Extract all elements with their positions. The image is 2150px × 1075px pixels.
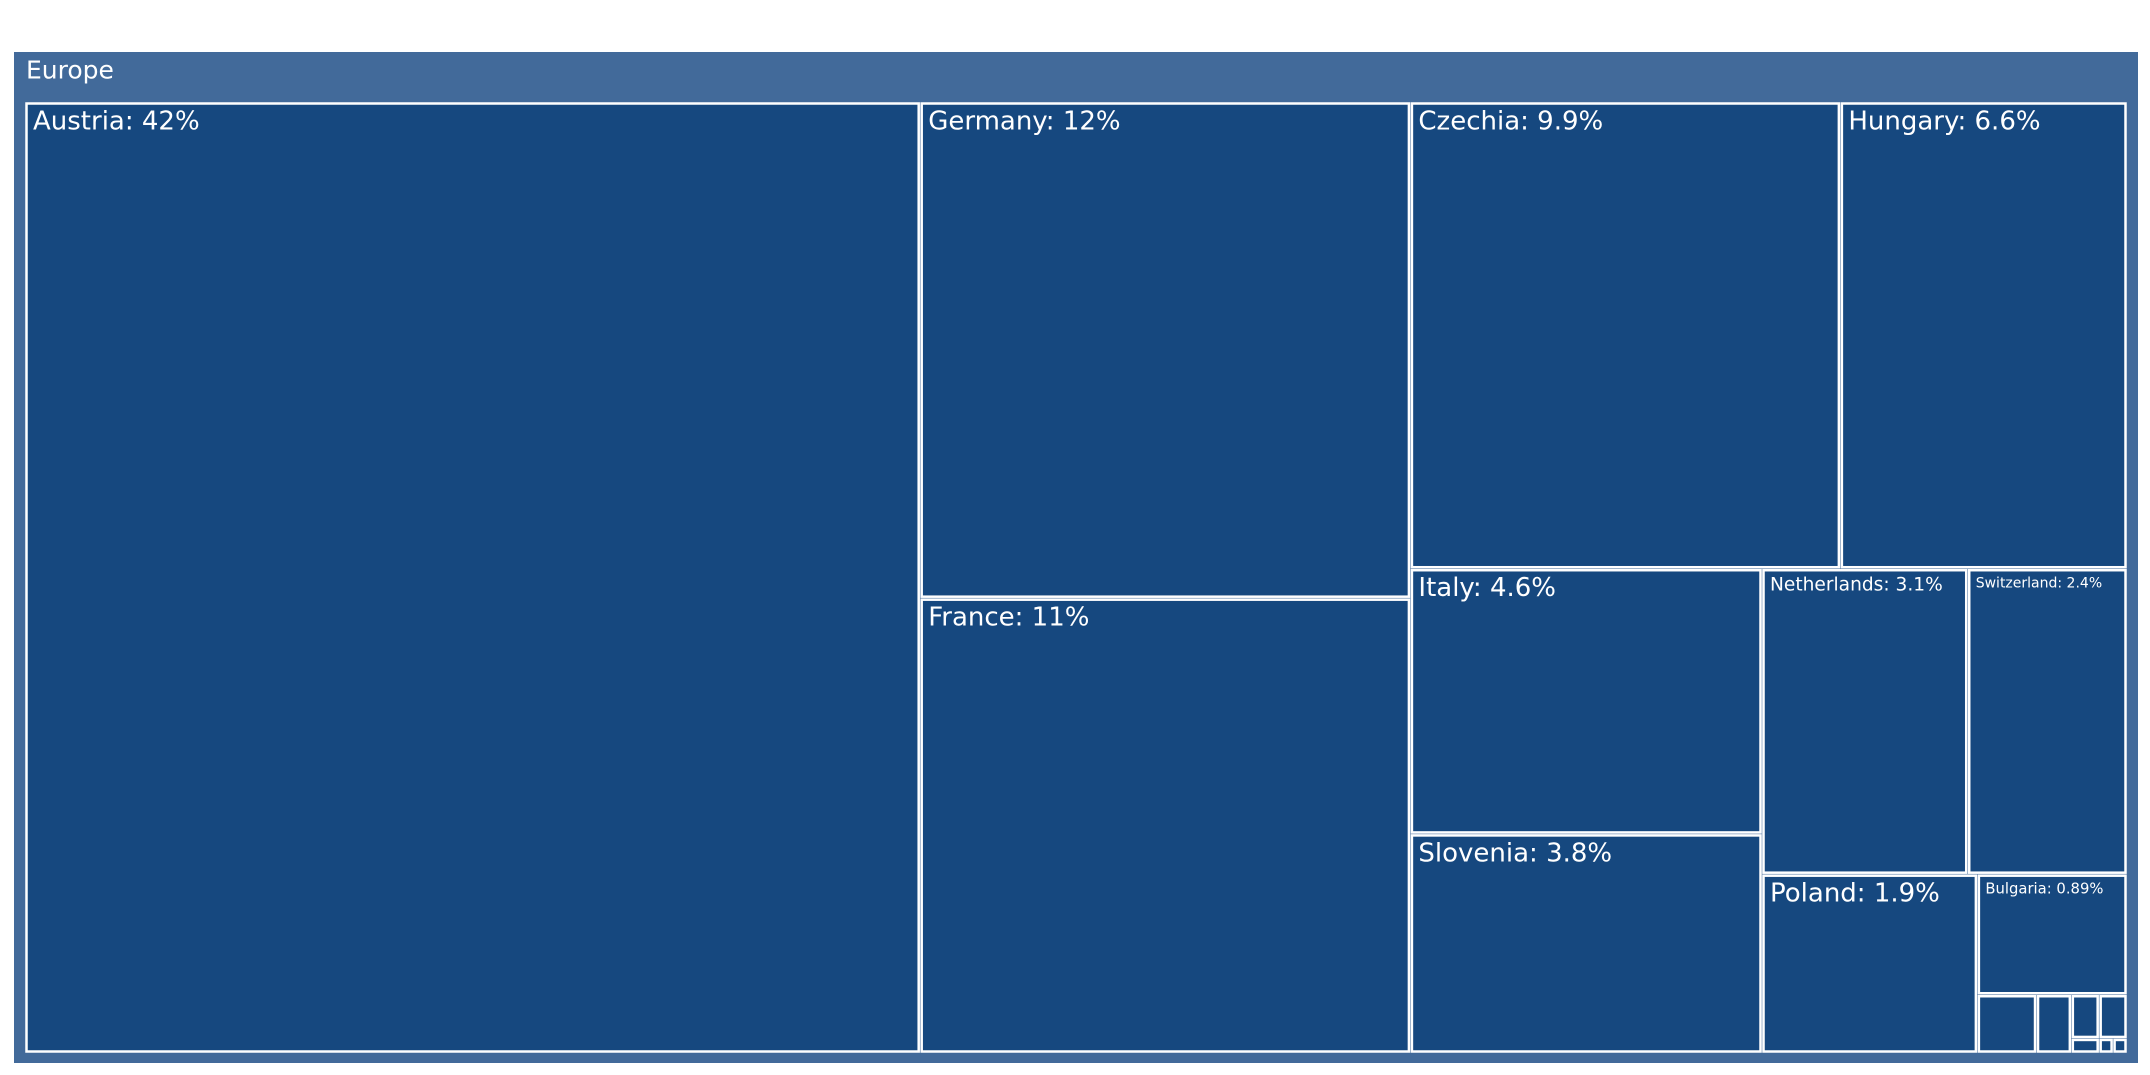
tile: [1977, 874, 2127, 995]
tile: [1762, 568, 1968, 874]
tile: [2099, 994, 2127, 1039]
tile-label: Netherlands: 3.1%: [1770, 575, 1943, 596]
tile-label: Slovenia: 3.8%: [1418, 838, 1612, 868]
tile-label: Bulgaria: 0.89%: [1985, 881, 2103, 898]
tile: [1762, 874, 1978, 1053]
tile: [1967, 568, 2127, 874]
tile: [2113, 1038, 2127, 1053]
tile-label: Germany: 12%: [928, 106, 1120, 136]
tile: [1410, 102, 1841, 569]
tile: [920, 102, 1411, 598]
tile: [920, 598, 1411, 1053]
tile-label: Austria: 42%: [33, 106, 200, 136]
tile: [25, 102, 920, 1053]
tile: [2099, 1038, 2113, 1053]
tile-label: Italy: 4.6%: [1418, 573, 1556, 603]
tile: [1840, 102, 2127, 569]
tile-label: Switzerland: 2.4%: [1976, 575, 2102, 591]
root-label: Europe: [26, 55, 114, 84]
tile-label: France: 11%: [928, 603, 1089, 633]
tile: [2071, 994, 2099, 1039]
tile-label: Hungary: 6.6%: [1848, 106, 2040, 136]
tile: [1410, 568, 1762, 834]
tile-label: Poland: 1.9%: [1770, 879, 1940, 909]
tile: [2071, 1038, 2099, 1053]
tile: [1977, 994, 2037, 1053]
tile: [1410, 834, 1762, 1053]
tile: [2036, 994, 2072, 1053]
tile-label: Czechia: 9.9%: [1418, 106, 1603, 136]
